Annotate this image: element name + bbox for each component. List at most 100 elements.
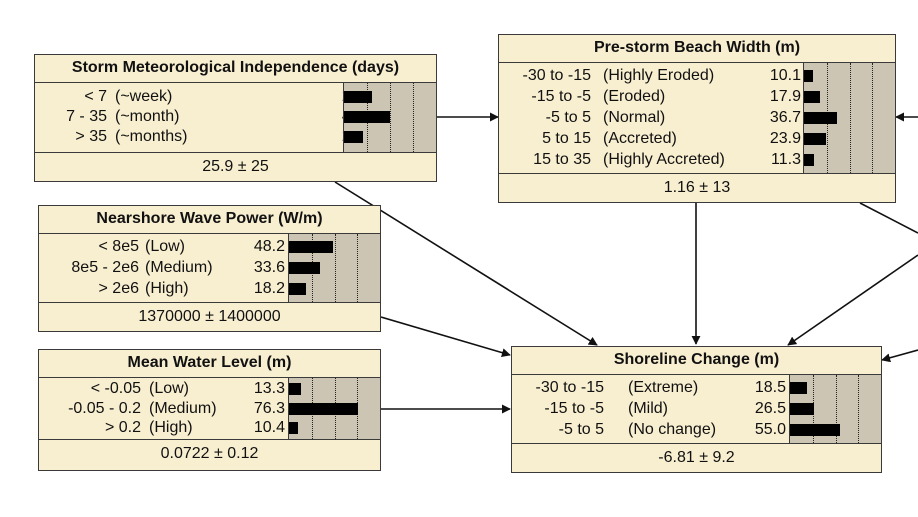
state-range: > 35 (75, 128, 107, 145)
edge-offscreen-in-shore-diagonal (787, 254, 918, 346)
state-label: (~months) (115, 128, 188, 145)
belief-bar (344, 111, 390, 123)
state-label: (No change) (628, 421, 717, 438)
state-value: 10.1 (769, 67, 801, 84)
state-value: 18.5 (754, 379, 786, 396)
state-label: (High) (145, 280, 189, 297)
state-value: 13.3 (253, 380, 285, 397)
edge-wave-to-shore (380, 316, 511, 358)
node-title: Pre-storm Beach Width (m) (499, 35, 895, 63)
node-states: -30 to -15 (Highly Eroded) 10.1 -15 to -… (499, 63, 895, 174)
belief-bar (804, 154, 815, 166)
node-summary: 1370000 ± 1400000 (138, 308, 281, 325)
state-label: (~month) (115, 108, 180, 125)
state-value: 33.6 (253, 259, 285, 276)
belief-bar (289, 262, 320, 274)
state-range: -30 to -15 (522, 67, 591, 84)
node-title: Nearshore Wave Power (W/m) (39, 206, 380, 234)
state-label: (Mild) (628, 400, 668, 417)
state-range: 8e5 - 2e6 (71, 259, 139, 276)
state-range: -15 to -5 (531, 88, 591, 105)
belief-bar (790, 424, 841, 436)
belief-bar-area (288, 378, 380, 439)
state-range: -5 to 5 (558, 421, 604, 438)
state-range: -0.05 - 0.2 (68, 400, 141, 417)
node-shoreline-change[interactable]: Shoreline Change (m) -30 to -15 (Extreme… (511, 346, 882, 473)
state-value: 10.4 (253, 419, 285, 436)
node-summary: 0.0722 ± 0.12 (160, 445, 259, 462)
node-nearshore-wave-power[interactable]: Nearshore Wave Power (W/m) < 8e5 (Low) 4… (38, 205, 381, 332)
node-prestorm-beach-width[interactable]: Pre-storm Beach Width (m) -30 to -15 (Hi… (498, 34, 896, 203)
gridline (357, 234, 359, 302)
gridline (858, 375, 860, 443)
state-value: 26.5 (754, 400, 786, 417)
state-label: (Eroded) (603, 88, 666, 105)
state-label: (Medium) (145, 259, 213, 276)
gridline (872, 63, 874, 173)
belief-bar-area (789, 375, 881, 443)
state-range: > 0.2 (104, 419, 141, 436)
state-label: (Low) (149, 380, 190, 397)
state-range: 15 to 35 (533, 151, 591, 168)
node-mean-water-level[interactable]: Mean Water Level (m) < -0.05 (Low) 13.3 … (38, 349, 381, 471)
belief-bar (289, 241, 333, 253)
state-range: -5 to 5 (545, 109, 591, 126)
belief-bar (289, 403, 359, 415)
state-label: (~week) (115, 88, 173, 105)
belief-bar (790, 403, 815, 415)
belief-bar (289, 383, 302, 395)
belief-bar (804, 70, 814, 82)
node-title: Mean Water Level (m) (39, 350, 380, 378)
node-states: < -0.05 (Low) 13.3 -0.05 - 0.2 (Medium) … (39, 378, 380, 440)
node-title: Shoreline Change (m) (512, 347, 881, 375)
belief-bar-area (288, 234, 380, 302)
state-label: (Medium) (149, 400, 217, 417)
node-summary: 1.16 ± 13 (663, 179, 731, 196)
state-label: (High) (149, 419, 193, 436)
belief-bar (289, 422, 299, 434)
gridline (390, 83, 391, 152)
belief-bar (804, 91, 821, 103)
state-value: 55.0 (754, 421, 786, 438)
state-value: 48.2 (253, 238, 285, 255)
state-label: (Normal) (603, 109, 666, 126)
state-range: < 7 (84, 88, 107, 105)
state-value: 11.3 (771, 151, 801, 168)
belief-bar-area (803, 63, 895, 173)
node-title: Storm Meteorological Independence (days) (35, 55, 436, 83)
state-range: -15 to -5 (544, 400, 604, 417)
state-label: (Highly Eroded) (603, 67, 715, 84)
gridline (334, 234, 336, 302)
state-value: 76.3 (253, 400, 285, 417)
edge-offscreen-left-from-beach (859, 202, 918, 234)
state-value: 18.2 (253, 280, 285, 297)
node-storm-independence[interactable]: Storm Meteorological Independence (days)… (34, 54, 437, 182)
state-range: 5 to 15 (542, 130, 591, 147)
state-label: (Accreted) (603, 130, 677, 147)
state-label: (Highly Accreted) (603, 151, 725, 168)
state-range: 7 - 35 (66, 108, 107, 125)
node-states: < 7 (~week) 29.9 7 - 35 (~month) 49.6 > … (35, 83, 436, 153)
edge-offscreen-in-shore (881, 349, 918, 363)
belief-bar (344, 91, 372, 103)
gridline (849, 63, 851, 173)
state-value: 36.7 (769, 109, 801, 126)
state-value: 17.9 (769, 88, 801, 105)
gridline (835, 375, 837, 443)
state-label: (Low) (145, 238, 186, 255)
state-range: < -0.05 (90, 380, 141, 397)
gridline (413, 83, 414, 152)
belief-bar (804, 112, 838, 124)
node-summary: 25.9 ± 25 (202, 158, 269, 175)
state-range: > 2e6 (98, 280, 139, 297)
state-value: 23.9 (769, 130, 801, 147)
belief-bar (804, 133, 826, 145)
belief-bar (344, 131, 363, 143)
state-range: -30 to -15 (535, 379, 604, 396)
state-range: < 8e5 (98, 238, 139, 255)
belief-bar-area (343, 83, 436, 152)
node-states: -30 to -15 (Extreme) 18.5 -15 to -5 (Mil… (512, 375, 881, 444)
node-summary: -6.81 ± 9.2 (658, 449, 735, 466)
node-states: < 8e5 (Low) 48.2 8e5 - 2e6 (Medium) 33.6… (39, 234, 380, 303)
belief-bar (289, 283, 306, 295)
